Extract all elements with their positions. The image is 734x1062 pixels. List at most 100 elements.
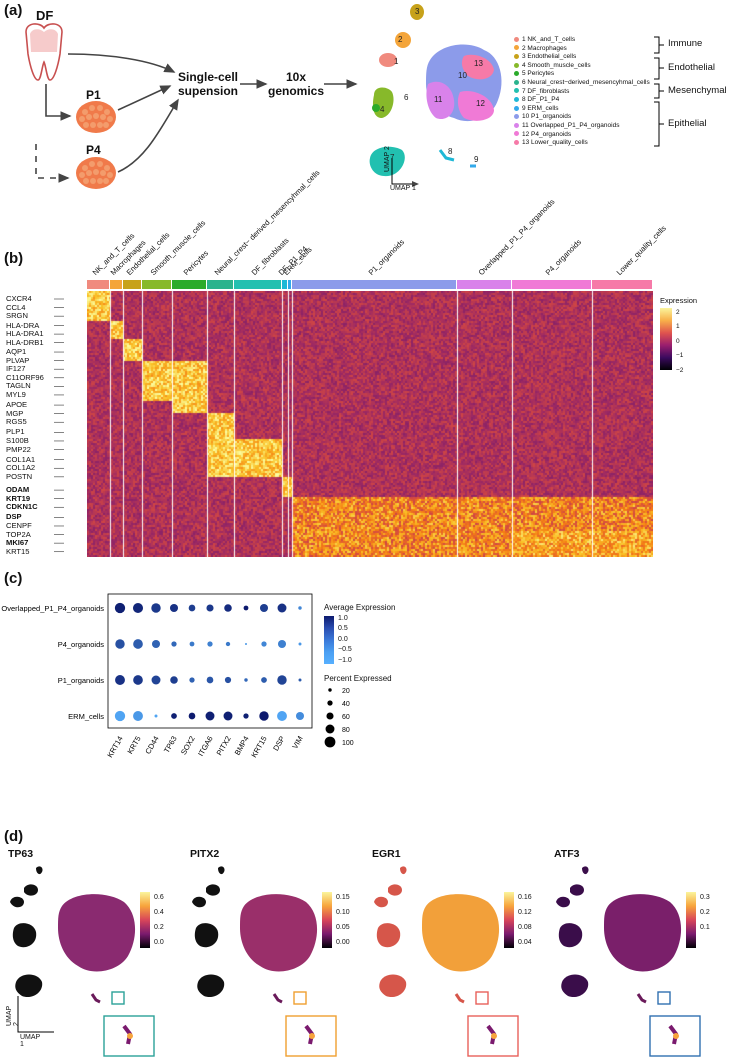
gene-label: MYL9 (6, 389, 26, 399)
dot-mark (243, 713, 249, 719)
cluster-num-1: 1 (394, 57, 399, 66)
dot-mark (188, 604, 196, 612)
source-df-label: DF (36, 8, 54, 23)
umap-d-y-label: UMAP 2 (6, 1005, 20, 1026)
dot-mark (224, 604, 232, 612)
pct-expressed-title: Percent Expressed (324, 674, 392, 683)
heatmap-column-label: P1_organoids (366, 237, 406, 277)
gene-label: HLA-DRA (6, 320, 40, 330)
cluster-bar-segment (592, 280, 653, 289)
legend-dot (514, 139, 519, 145)
legend-dot (514, 88, 519, 94)
feature-tick: 0.08 (518, 924, 532, 931)
pct-tick: 80 (342, 727, 350, 734)
feature-colorbar (686, 892, 696, 948)
cluster-bar-segment (282, 280, 288, 289)
pct-legend-dot (327, 700, 333, 706)
avg-expression-ticks: 1.0 0.5 0.0 −0.5 −1.0 (338, 614, 352, 666)
legend-tick: −1 (676, 352, 684, 360)
cluster-5-blob (372, 104, 380, 112)
legend-dot (514, 45, 519, 51)
gene-label: RGS5 (6, 417, 27, 427)
expression-colorbar (660, 308, 672, 370)
dot-mark (133, 639, 143, 649)
feature-tick: 0.16 (518, 894, 532, 901)
expression-legend-ticks: 2 1 0 −1 −2 (676, 306, 683, 378)
feature-tick: 0.2 (700, 909, 710, 916)
dot-col-label: SOX2 (179, 735, 197, 757)
step-single-cell-line1: Single-cell (177, 70, 239, 84)
cluster-3-blob (410, 4, 424, 20)
cluster-bar-segment (512, 280, 592, 289)
cluster-bar-segment (172, 280, 207, 289)
avg-expression-colorbar (324, 616, 334, 664)
dot-mark (207, 641, 213, 647)
cluster-num-3: 3 (415, 7, 420, 16)
gene-label: MGP (6, 408, 24, 418)
cluster-8-blob (438, 149, 455, 162)
step-10x-genomics: 10x genomics (268, 70, 324, 98)
legend-dot (514, 105, 519, 111)
legend-tick: 0 (676, 337, 680, 345)
cluster-bar-segment (207, 280, 234, 289)
pct-tick: 20 (342, 688, 350, 695)
legend-dot (514, 79, 519, 85)
pct-legend-dot (326, 712, 334, 720)
gene-label: PLVAP (6, 355, 30, 365)
feature-tick: 0.3 (700, 894, 710, 901)
dot-mark (206, 676, 214, 684)
dot-plot: Overlapped_P1_P4_organoids P4_organoids P1… (1, 593, 313, 759)
dot-mark (298, 678, 302, 682)
step-10x-line1: 10x (285, 70, 307, 84)
source-p1-label: P1 (86, 88, 101, 102)
dot-mark (261, 641, 267, 647)
pct-legend-dot (324, 736, 336, 748)
dot-mark (243, 605, 249, 611)
dot-mark (224, 676, 232, 684)
dot-mark (244, 642, 248, 646)
dot-mark (169, 603, 179, 613)
cluster-num-11: 11 (434, 95, 443, 104)
gene-label: KRT15 (6, 546, 30, 556)
gene-label: CENPF (6, 520, 32, 530)
dot-mark (115, 639, 125, 649)
legend-tick: 2 (676, 309, 680, 316)
dot-mark (115, 675, 125, 685)
dot-mark (114, 710, 126, 722)
legend-item: 11 Overlapped_P1_P4_organoids (514, 122, 650, 131)
step-single-cell: Single-cell supension (172, 70, 244, 98)
dot-mark (225, 641, 231, 647)
legend-item: 8 DF_P1_P4 (514, 96, 650, 105)
cluster-bar-segment (292, 280, 457, 289)
gene-label: S100B (6, 435, 29, 445)
dot-row-label: P1_organoids (58, 676, 105, 685)
organoid-p4-icon (76, 157, 116, 189)
dot-mark (132, 602, 144, 614)
dot-mark (298, 606, 302, 610)
organoid-p1-icon (76, 101, 116, 133)
gene-label: APOE (6, 400, 28, 410)
legend-tick: −2 (676, 366, 684, 374)
umap-d-axes (17, 996, 54, 1033)
cluster-bar-segment (110, 280, 123, 289)
feature-umap (556, 866, 701, 1057)
panel-d-label: (d) (4, 828, 24, 845)
legend-tick: 1 (676, 323, 680, 331)
category-immune: Immune (668, 38, 703, 49)
feature-colorbar-ticks: 0.6 0.4 0.2 0.0 (154, 890, 164, 950)
feature-umap (192, 866, 337, 1057)
gene-label: SRGN (6, 311, 28, 321)
source-p4-label: P4 (86, 143, 101, 157)
category-mesenchymal: Mesenchymal (668, 85, 727, 96)
gene-label: CXCR4 (6, 294, 32, 303)
legend-item: 1 NK_and_T_cells (514, 36, 650, 45)
category-epithelial: Epithelial (668, 118, 707, 129)
dot-mark (205, 711, 215, 721)
avg-tick: −1.0 (338, 656, 352, 664)
dot-mark (154, 714, 158, 718)
feature-tick: 0.1 (700, 924, 710, 931)
cluster-bar-segment (142, 280, 172, 289)
dot-mark (171, 641, 177, 647)
gene-label: C11ORF96 (6, 372, 44, 382)
gene-label: HLA-DRA1 (6, 329, 44, 339)
